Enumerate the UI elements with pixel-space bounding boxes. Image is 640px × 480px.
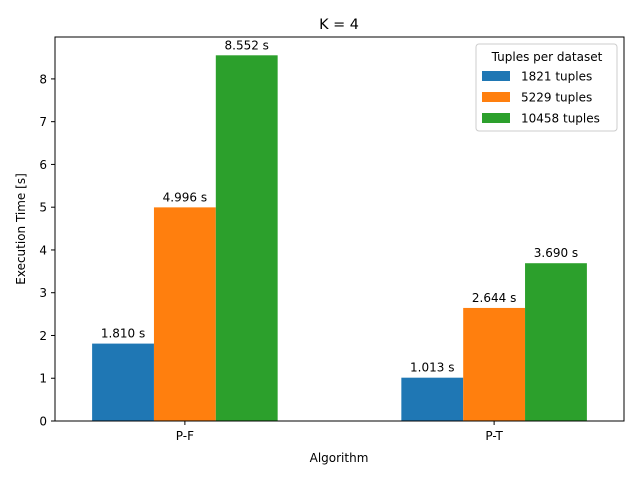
bar-value-label: 8.552 s [225, 38, 269, 52]
legend-swatch [482, 92, 510, 102]
bar-P-F-3 [215, 55, 278, 422]
bar-value-label: 1.810 s [101, 327, 145, 341]
legend-title: Tuples per dataset [491, 50, 603, 64]
legend-entry-label: 1821 tuples [521, 70, 592, 84]
y-tick-label: 1 [39, 372, 47, 386]
y-tick-label: 0 [39, 415, 47, 429]
legend-frame [475, 43, 618, 132]
bars-group [92, 55, 587, 422]
value-labels-group: 1.810 s 1.013 s 4.996 s 2.644 s 8.552 s 3.690… [101, 38, 578, 374]
bar-P-F-2 [153, 207, 216, 421]
chart-title: K = 4 [319, 17, 359, 33]
bar-P-F-1 [92, 343, 154, 421]
bar-P-T-2 [463, 307, 526, 421]
legend-swatch [482, 113, 510, 123]
bar-P-T-3 [525, 263, 587, 421]
y-tick-label: 2 [39, 329, 47, 343]
legend-entry-label: 10458 tuples [521, 112, 600, 126]
plot-frame [54, 36, 625, 422]
y-tick-label: 5 [39, 201, 47, 215]
y-axis-label: Execution Time [s] [14, 173, 28, 285]
legend: Tuples per dataset 1821 tuples 5229 tuple… [475, 43, 618, 132]
bar-value-label: 1.013 s [410, 361, 454, 375]
y-tick-label: 8 [39, 72, 47, 86]
legend-entries: 1821 tuples 5229 tuples 10458 tuples [482, 70, 600, 126]
x-tick-label: P-F [176, 429, 194, 443]
y-axis: 0 1 2 3 4 5 6 7 8 [39, 72, 55, 429]
y-tick-label: 4 [39, 243, 47, 257]
bar-value-label: 2.644 s [472, 291, 516, 305]
bar-P-T-1 [401, 377, 464, 421]
x-tick-label: P-T [485, 429, 503, 443]
bar-value-label: 3.690 s [534, 246, 578, 260]
bar-value-label: 4.996 s [163, 190, 207, 204]
x-axis-label: Algorithm [310, 451, 369, 465]
x-axis: P-F P-T [176, 421, 504, 443]
legend-swatch [482, 71, 510, 81]
y-tick-label: 3 [39, 286, 47, 300]
y-tick-label: 7 [39, 115, 47, 129]
legend-entry-label: 5229 tuples [521, 91, 592, 105]
y-tick-label: 6 [39, 158, 47, 172]
